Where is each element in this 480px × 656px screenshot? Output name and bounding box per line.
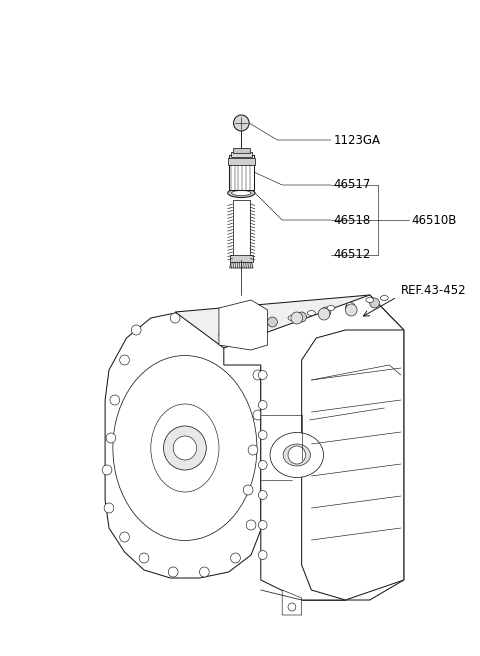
Ellipse shape (366, 298, 373, 302)
Ellipse shape (228, 188, 255, 197)
Circle shape (258, 401, 267, 409)
Circle shape (234, 115, 249, 131)
Circle shape (297, 312, 307, 322)
Circle shape (253, 370, 263, 380)
Circle shape (104, 503, 114, 513)
Polygon shape (224, 295, 404, 600)
Ellipse shape (327, 306, 335, 310)
Ellipse shape (381, 295, 388, 300)
Ellipse shape (347, 302, 354, 308)
Circle shape (346, 304, 357, 316)
Circle shape (120, 532, 130, 542)
Polygon shape (229, 260, 253, 268)
Polygon shape (233, 148, 250, 153)
Circle shape (164, 426, 206, 470)
Circle shape (321, 307, 331, 317)
Circle shape (291, 312, 302, 324)
Polygon shape (228, 155, 254, 190)
Text: REF.43-452: REF.43-452 (401, 283, 467, 297)
Circle shape (173, 436, 197, 460)
Circle shape (253, 410, 263, 420)
Circle shape (243, 323, 253, 333)
Polygon shape (229, 255, 253, 262)
Circle shape (346, 303, 355, 313)
Ellipse shape (113, 356, 257, 541)
Circle shape (168, 567, 178, 577)
Circle shape (110, 395, 120, 405)
Text: 1123GA: 1123GA (334, 134, 381, 146)
Circle shape (288, 603, 296, 611)
Polygon shape (175, 295, 404, 348)
Circle shape (246, 520, 256, 530)
Circle shape (318, 308, 330, 320)
Ellipse shape (283, 444, 311, 466)
Text: 46518: 46518 (334, 213, 371, 226)
Polygon shape (230, 152, 252, 157)
Polygon shape (219, 300, 267, 350)
Ellipse shape (231, 190, 251, 195)
Circle shape (106, 433, 116, 443)
Polygon shape (282, 590, 301, 615)
Circle shape (258, 550, 267, 560)
Circle shape (288, 446, 306, 464)
Circle shape (243, 485, 253, 495)
Circle shape (258, 491, 267, 499)
Polygon shape (228, 158, 255, 165)
Circle shape (170, 313, 180, 323)
Circle shape (258, 461, 267, 470)
Polygon shape (233, 200, 250, 258)
Text: 46512: 46512 (334, 249, 371, 262)
Polygon shape (105, 312, 261, 578)
Circle shape (267, 317, 277, 327)
Circle shape (219, 330, 228, 340)
Circle shape (248, 445, 258, 455)
Circle shape (258, 371, 267, 380)
Ellipse shape (288, 316, 296, 321)
Ellipse shape (308, 310, 315, 316)
Circle shape (132, 325, 141, 335)
Circle shape (243, 340, 253, 350)
Circle shape (211, 317, 221, 327)
Ellipse shape (270, 432, 324, 478)
Circle shape (230, 553, 240, 563)
Circle shape (258, 430, 267, 440)
Text: 46517: 46517 (334, 178, 371, 192)
Circle shape (200, 567, 209, 577)
Text: 46510B: 46510B (412, 213, 457, 226)
Circle shape (370, 298, 380, 308)
Polygon shape (301, 330, 404, 600)
Circle shape (139, 553, 149, 563)
Circle shape (102, 465, 112, 475)
Circle shape (120, 355, 130, 365)
Circle shape (258, 520, 267, 529)
Ellipse shape (151, 404, 219, 492)
